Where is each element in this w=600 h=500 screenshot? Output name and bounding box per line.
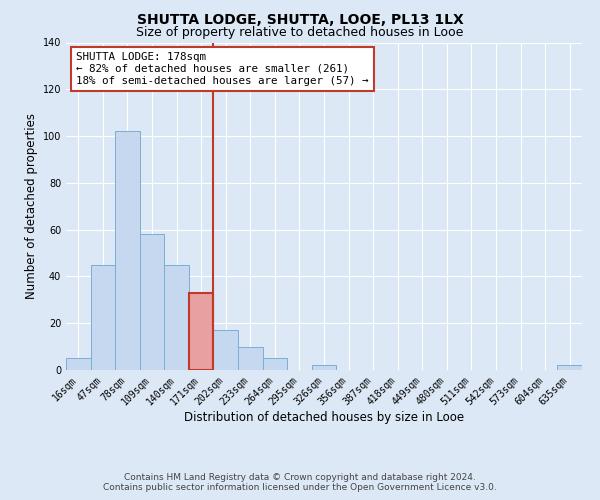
X-axis label: Distribution of detached houses by size in Looe: Distribution of detached houses by size … bbox=[184, 411, 464, 424]
Bar bbox=[238, 346, 263, 370]
Text: SHUTTA LODGE: 178sqm
← 82% of detached houses are smaller (261)
18% of semi-deta: SHUTTA LODGE: 178sqm ← 82% of detached h… bbox=[76, 52, 369, 86]
Text: Contains HM Land Registry data © Crown copyright and database right 2024.
Contai: Contains HM Land Registry data © Crown c… bbox=[103, 473, 497, 492]
Bar bbox=[164, 264, 189, 370]
Bar bbox=[140, 234, 164, 370]
Bar bbox=[66, 358, 91, 370]
Text: Size of property relative to detached houses in Looe: Size of property relative to detached ho… bbox=[136, 26, 464, 39]
Bar bbox=[214, 330, 238, 370]
Bar bbox=[91, 264, 115, 370]
Y-axis label: Number of detached properties: Number of detached properties bbox=[25, 114, 38, 299]
Text: SHUTTA LODGE, SHUTTA, LOOE, PL13 1LX: SHUTTA LODGE, SHUTTA, LOOE, PL13 1LX bbox=[137, 12, 463, 26]
Bar bbox=[312, 366, 336, 370]
Bar bbox=[115, 132, 140, 370]
Bar bbox=[263, 358, 287, 370]
Bar bbox=[557, 366, 582, 370]
Bar bbox=[189, 293, 214, 370]
